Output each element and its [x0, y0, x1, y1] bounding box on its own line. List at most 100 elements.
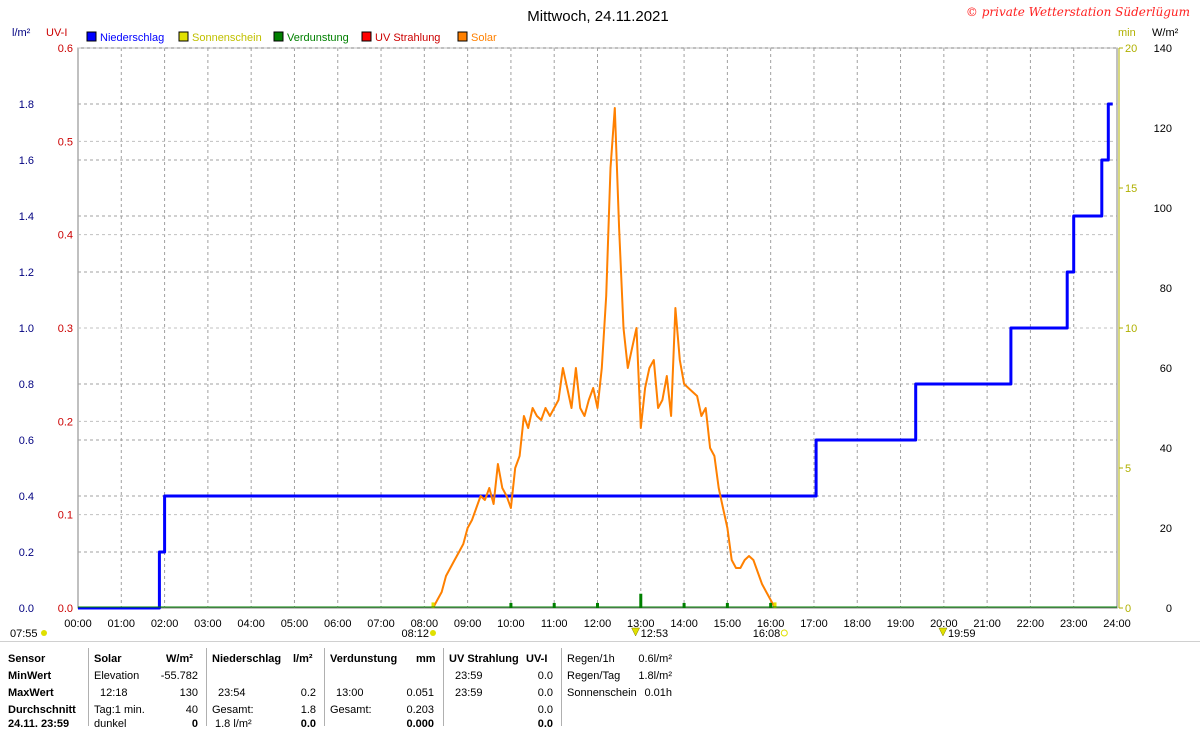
sun-marker-icon — [631, 627, 641, 637]
x-tick-label: 10:00 — [497, 618, 525, 630]
weather-chart: 00:00 01:00 02:00 03:00 04:00 05:00 06:00 07:00… — [10, 5, 1190, 640]
solar-axis-tick: 140 — [1154, 43, 1172, 55]
uv-axis-tick: 0.4 — [58, 230, 73, 242]
sunshine-value: 0.01h — [644, 687, 672, 699]
col-sep — [324, 648, 325, 726]
sunrise-label: 07:55 — [10, 628, 38, 640]
uv-axis-tick: 0.1 — [58, 510, 73, 522]
evap-max-time: 13:00 — [336, 687, 364, 699]
x-tick-label: 12:00 — [584, 618, 612, 630]
col-sep — [561, 648, 562, 726]
sun-marker-label: 08:12 — [401, 628, 429, 640]
x-tick-label: 04:00 — [237, 618, 265, 630]
legend-label: Solar — [471, 32, 497, 44]
rain-axis-tick: 1.4 — [19, 211, 34, 223]
legend-label: Niederschlag — [100, 32, 164, 44]
sun-marker-label: 12:53 — [641, 628, 669, 640]
x-tick-label: 13:00 — [627, 618, 655, 630]
solar-current-label: dunkel — [94, 718, 127, 730]
sun-icon — [780, 629, 788, 637]
rain-max-value: 0.2 — [300, 687, 316, 699]
x-tick-label: 15:00 — [714, 618, 742, 630]
sun-axis-tick: 20 — [1125, 43, 1137, 55]
legend-label: UV Strahlung — [375, 32, 440, 44]
uv-col-head: UV Strahlung — [449, 653, 519, 665]
solar-axis-tick: 20 — [1160, 523, 1172, 535]
x-tick-label: 24:00 — [1103, 618, 1131, 630]
legend-swatch — [457, 31, 468, 42]
stats-header-sensor: Sensor — [8, 653, 46, 665]
x-tick-label: 06:00 — [324, 618, 352, 630]
rain-axis-tick: 0.6 — [19, 435, 34, 447]
solar-axis-tick: 60 — [1160, 363, 1172, 375]
rain-axis-tick: 1.8 — [19, 99, 34, 111]
uv-current-value: 0.0 — [537, 718, 553, 730]
rain-axis-tick: 0.8 — [19, 379, 34, 391]
solar-axis-tick: 100 — [1154, 203, 1172, 215]
x-tick-label: 21:00 — [973, 618, 1001, 630]
stats-label-avg: Durchschnitt — [8, 704, 76, 716]
x-tick-label: 00:00 — [64, 618, 92, 630]
legend-swatch — [273, 31, 284, 42]
rain-col-unit: l/m² — [293, 653, 313, 665]
x-tick-label: 20:00 — [930, 618, 958, 630]
x-tick-label: 07:00 — [367, 618, 395, 630]
uv-axis-tick: 0.2 — [58, 416, 73, 428]
x-tick-label: 02:00 — [151, 618, 179, 630]
solar-axis-tick: 40 — [1160, 443, 1172, 455]
x-tick-label: 19:00 — [887, 618, 915, 630]
uv-axis-tick: 0.0 — [58, 603, 73, 615]
stats-label-current: 24.11. 23:59 — [8, 718, 70, 730]
x-tick-label: 17:00 — [800, 618, 828, 630]
solar-min-value: -55.782 — [160, 670, 198, 682]
evap-current-value: 0.000 — [406, 718, 434, 730]
niederschlag-line — [78, 102, 1113, 610]
legend-label: Verdunstung — [287, 32, 349, 44]
copyright-label: © private Wetterstation Süderlügum — [966, 5, 1190, 19]
sun-marker-icon — [938, 627, 948, 637]
solar-axis-tick: 0 — [1166, 603, 1172, 615]
legend-swatch — [361, 31, 372, 42]
sunset-label: 16:08 — [753, 628, 781, 640]
evap-col-unit: mm — [416, 653, 436, 665]
rain-axis-tick: 0.2 — [19, 547, 34, 559]
rain-axis-tick: 1.2 — [19, 267, 34, 279]
legend-label: Sonnenschein — [192, 32, 262, 44]
sun-icon — [429, 630, 436, 636]
min-unit-label: min — [1118, 27, 1136, 39]
solar-current-value: 0 — [191, 718, 198, 730]
evap-total-value: 0.203 — [406, 704, 434, 716]
rain-1h-label: Regen/1h — [567, 653, 615, 665]
x-tick-label: 23:00 — [1060, 618, 1088, 630]
rain-current-value: 0.0 — [300, 718, 316, 730]
wm2-unit-label: W/m² — [1152, 27, 1179, 39]
sun-axis-tick: 0 — [1125, 603, 1131, 615]
uv-col-unit: UV-I — [526, 653, 548, 665]
solar-max-time: 12:18 — [100, 687, 128, 699]
sun-axis-tick: 10 — [1125, 323, 1137, 335]
solar-avg-value: 40 — [185, 704, 198, 716]
col-sep — [88, 648, 89, 726]
uv-axis-tick: 0.3 — [58, 323, 73, 335]
table-divider — [0, 641, 1200, 642]
x-tick-label: 16:00 — [757, 618, 785, 630]
sun-axis-tick: 15 — [1125, 183, 1137, 195]
rain-1h-value: 0.6l/m² — [638, 653, 672, 665]
solar-axis-tick: 80 — [1160, 283, 1172, 295]
uv-min-value: 0.0 — [537, 670, 553, 682]
evap-max-value: 0.051 — [406, 687, 434, 699]
evap-col-head: Verdunstung — [330, 653, 398, 665]
x-tick-label: 08:00 — [411, 618, 439, 630]
x-tick-label: 03:00 — [194, 618, 222, 630]
sun-axis-tick: 5 — [1125, 463, 1131, 475]
solar-col-head: Solar — [94, 653, 122, 665]
col-sep — [443, 648, 444, 726]
solar-avg-label: Tag:1 min. — [94, 704, 145, 716]
rain-axis-tick: 0.0 — [19, 603, 34, 615]
x-tick-label: 14:00 — [670, 618, 698, 630]
x-tick-label: 09:00 — [454, 618, 482, 630]
x-tick-label: 18:00 — [843, 618, 871, 630]
uv-axis-tick: 0.6 — [58, 43, 73, 55]
sun-marker-label: 19:59 — [948, 628, 976, 640]
sun-icon — [41, 630, 47, 636]
